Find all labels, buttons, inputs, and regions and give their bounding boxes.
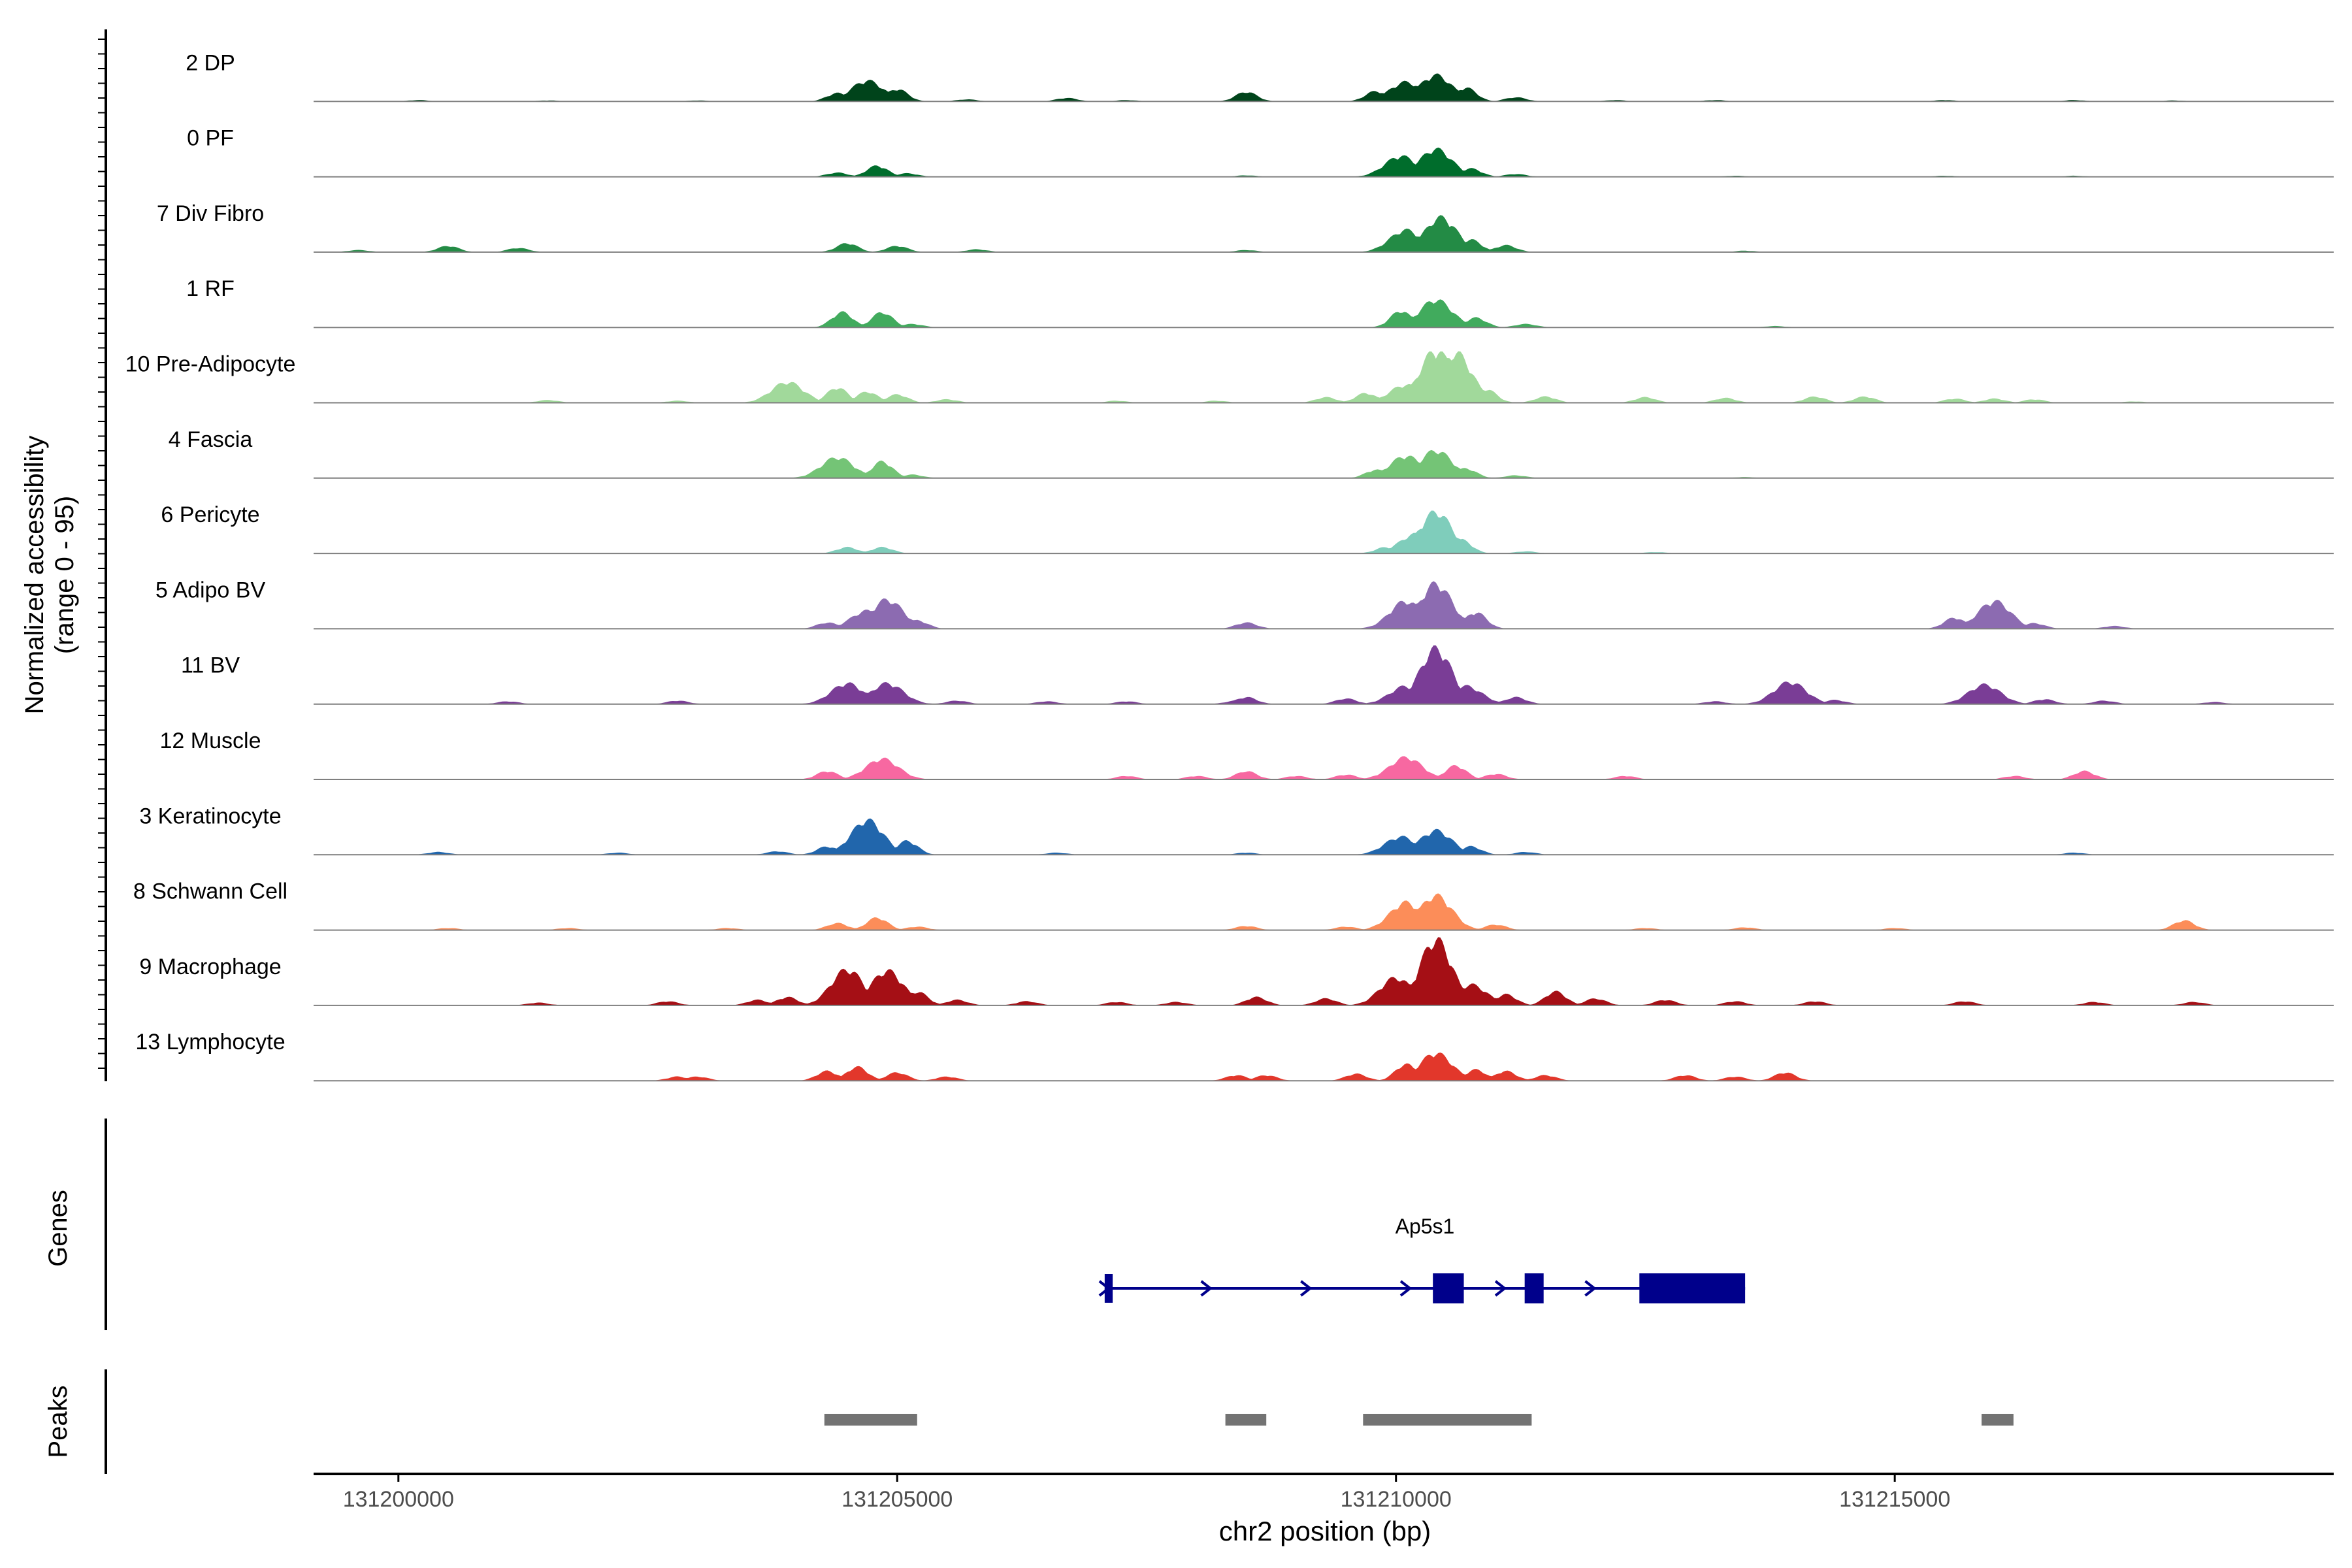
coverage-area xyxy=(314,581,2334,629)
gene-exon xyxy=(1524,1273,1544,1303)
gene-name-label: Ap5s1 xyxy=(1396,1215,1455,1238)
track: 0 PF xyxy=(187,126,2334,178)
track-label: 6 Pericyte xyxy=(161,502,259,527)
gene-exon xyxy=(1104,1274,1113,1303)
coverage-area xyxy=(314,299,2334,328)
y-axis-label-line2: (range 0 - 95) xyxy=(50,496,79,654)
track-label: 0 PF xyxy=(187,126,234,151)
track-label: 10 Pre-Adipocyte xyxy=(125,352,296,377)
left-axis xyxy=(98,29,107,1081)
track-label: 1 RF xyxy=(186,276,235,301)
gene-exon xyxy=(1433,1273,1464,1303)
track: 4 Fascia xyxy=(169,427,2334,479)
coverage-tracks: 2 DP 0 PF 7 Div Fibro 1 RF 10 Pre-Adipocyte 4… xyxy=(125,50,2334,1082)
track-label: 4 Fascia xyxy=(169,427,253,452)
strand-arrow xyxy=(1494,1280,1507,1297)
track: 10 Pre-Adipocyte xyxy=(125,351,2334,404)
peak-region xyxy=(1363,1414,1532,1426)
coverage-area xyxy=(314,893,2334,930)
gene-panel: Ap5s1 xyxy=(105,1119,1746,1330)
track: 1 RF xyxy=(186,276,2334,329)
track-label: 7 Div Fibro xyxy=(157,201,264,226)
x-tick-label: 131215000 xyxy=(1839,1487,1950,1512)
peak-region xyxy=(1981,1414,2014,1426)
genes-panel-label: Genes xyxy=(44,1190,73,1267)
y-axis-label-line1: Normalized accessibility xyxy=(20,436,49,715)
peak-region xyxy=(824,1414,917,1426)
track-label: 5 Adipo BV xyxy=(155,578,266,602)
coverage-area xyxy=(314,818,2334,855)
strand-arrow xyxy=(1399,1280,1413,1297)
peaks-panel-label: Peaks xyxy=(44,1385,73,1458)
strand-arrow xyxy=(1200,1280,1213,1297)
coverage-area xyxy=(314,645,2334,704)
track-label: 9 Macrophage xyxy=(139,955,281,979)
track: 3 Keratinocyte xyxy=(139,804,2334,856)
track: 8 Schwann Cell xyxy=(133,879,2334,931)
track: 13 Lymphocyte xyxy=(135,1030,2334,1082)
strand-arrow xyxy=(1300,1280,1313,1297)
track: 11 BV xyxy=(181,645,2334,705)
coverage-area xyxy=(314,351,2334,403)
strand-arrow xyxy=(1584,1280,1597,1297)
track-label: 2 DP xyxy=(186,50,235,75)
track-label: 8 Schwann Cell xyxy=(133,879,287,904)
coverage-area xyxy=(314,756,2334,779)
coverage-area xyxy=(314,1053,2334,1081)
track: 12 Muscle xyxy=(160,728,2334,780)
track: 7 Div Fibro xyxy=(157,201,2334,253)
coverage-area xyxy=(314,147,2334,177)
x-axis: 131200000 131205000 131210000 131215000 xyxy=(314,1473,2334,1512)
track: 6 Pericyte xyxy=(161,502,2334,555)
track-label: 11 BV xyxy=(181,653,240,678)
coverage-area xyxy=(314,73,2334,102)
x-tick-label: 131200000 xyxy=(343,1487,454,1512)
coverage-area xyxy=(314,937,2334,1005)
track-label: 13 Lymphocyte xyxy=(135,1030,285,1054)
x-tick-label: 131210000 xyxy=(1341,1487,1452,1512)
gene-exon xyxy=(1639,1273,1746,1303)
track: 5 Adipo BV xyxy=(155,578,2334,630)
track-label: 3 Keratinocyte xyxy=(139,804,281,828)
track: 9 Macrophage xyxy=(139,937,2334,1006)
coverage-area xyxy=(314,510,2334,554)
track: 2 DP xyxy=(186,50,2334,103)
peaks-panel xyxy=(105,1369,2014,1474)
track-label: 12 Muscle xyxy=(160,728,261,753)
x-axis-label: chr2 position (bp) xyxy=(1219,1516,1431,1546)
coverage-area xyxy=(314,449,2334,478)
peak-region xyxy=(1225,1414,1267,1426)
x-tick-label: 131205000 xyxy=(841,1487,953,1512)
coverage-area xyxy=(314,215,2334,252)
